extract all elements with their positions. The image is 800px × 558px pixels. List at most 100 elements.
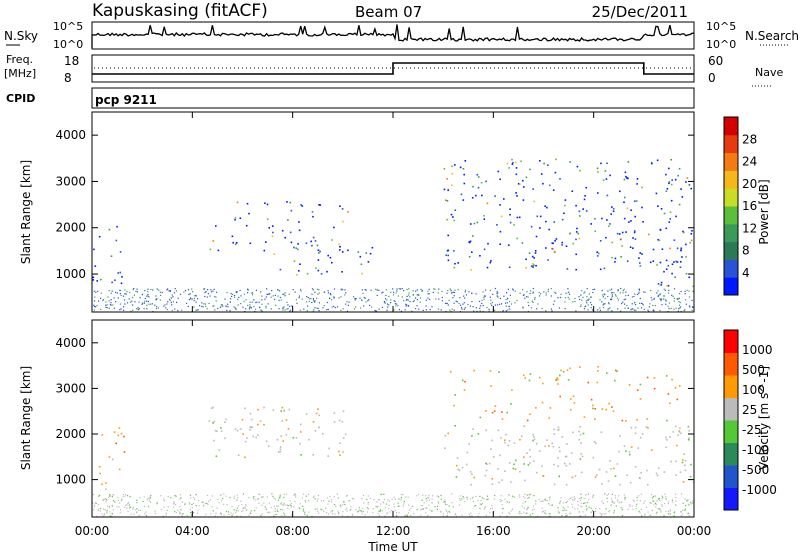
echo-pixel (433, 288, 435, 290)
echo-pixel (336, 306, 339, 308)
echo-pixel (242, 433, 244, 435)
echo-pixel (269, 511, 271, 513)
echo-pixel (243, 293, 246, 295)
echo-pixel (653, 504, 655, 506)
echo-pixel (426, 507, 428, 509)
echo-pixel (170, 301, 172, 304)
echo-pixel (535, 500, 537, 502)
echo-pixel (661, 498, 663, 500)
colorbar-segment (724, 375, 738, 398)
echo-pixel (234, 217, 237, 219)
echo-pixel (641, 253, 643, 255)
echo-pixel (396, 290, 398, 292)
echo-pixel (492, 293, 494, 295)
echo-pixel (277, 499, 280, 501)
echo-pixel (590, 307, 592, 309)
echo-pixel (565, 292, 567, 294)
echo-pixel (553, 428, 555, 431)
echo-pixel (523, 463, 525, 465)
echo-pixel (395, 514, 397, 516)
echo-pixel (184, 289, 187, 292)
echo-pixel (447, 259, 450, 262)
echo-pixel (245, 224, 248, 227)
echo-pixel (649, 501, 651, 504)
echo-pixel (580, 453, 582, 455)
echo-pixel (203, 289, 205, 291)
colorbar-tick-label: 24 (742, 155, 757, 169)
echo-pixel (575, 310, 577, 312)
echo-pixel (290, 505, 292, 507)
echo-pixel (273, 515, 275, 517)
echo-pixel (383, 499, 385, 501)
echo-pixel (486, 202, 489, 205)
echo-pixel (207, 293, 209, 295)
echo-pixel (669, 436, 671, 438)
echo-pixel (560, 497, 562, 499)
echo-pixel (464, 289, 467, 291)
echo-pixel (603, 267, 606, 270)
echo-pixel (392, 288, 394, 290)
echo-pixel (625, 231, 627, 233)
echo-pixel (431, 510, 433, 512)
colorbar-segment (724, 259, 738, 278)
echo-pixel (97, 509, 99, 511)
echo-pixel (528, 304, 530, 307)
echo-pixel (207, 289, 209, 291)
echo-pixel (260, 496, 263, 498)
echo-pixel (398, 512, 400, 514)
echo-pixel (251, 294, 254, 296)
echo-pixel (175, 290, 177, 292)
echo-pixel (568, 291, 570, 293)
echo-pixel (471, 251, 473, 253)
echo-pixel (673, 288, 676, 290)
echo-pixel (484, 506, 487, 508)
colorbar-tick-label: 16 (742, 199, 757, 213)
echo-pixel (243, 300, 245, 302)
echo-pixel (118, 427, 121, 429)
echo-pixel (453, 302, 455, 304)
echo-pixel (670, 158, 672, 161)
echo-pixel (247, 289, 249, 291)
echo-pixel (180, 509, 182, 511)
echo-pixel (386, 299, 388, 301)
echo-pixel (189, 508, 191, 511)
echo-pixel (580, 497, 582, 499)
echo-pixel (212, 406, 214, 409)
echo-pixel (428, 288, 430, 290)
echo-pixel (381, 510, 383, 512)
echo-pixel (561, 244, 563, 246)
echo-pixel (489, 511, 491, 514)
echo-pixel (613, 510, 615, 512)
echo-pixel (565, 484, 568, 486)
echo-pixel (591, 515, 593, 517)
echo-pixel (224, 421, 226, 423)
echo-pixel (479, 507, 481, 510)
echo-pixel (628, 451, 631, 453)
echo-pixel (582, 511, 584, 513)
echo-pixel (578, 430, 580, 433)
echo-pixel (129, 496, 131, 498)
echo-pixel (289, 500, 291, 502)
echo-pixel (193, 502, 195, 504)
echo-pixel (239, 289, 241, 291)
echo-pixel (620, 501, 622, 503)
echo-pixel (554, 171, 557, 174)
echo-pixel (231, 295, 233, 297)
echo-pixel (453, 295, 455, 297)
echo-pixel (369, 497, 371, 499)
echo-pixel (306, 310, 308, 312)
echo-pixel (566, 514, 568, 517)
echo-pixel (358, 509, 360, 511)
echo-pixel (626, 305, 628, 307)
echo-pixel (250, 418, 253, 421)
echo-pixel (123, 506, 125, 508)
echo-pixel (272, 225, 274, 227)
echo-pixel (605, 236, 607, 239)
echo-pixel (245, 308, 247, 310)
echo-pixel (638, 495, 640, 497)
echo-pixel (680, 290, 682, 293)
x-tick-label: 04:00 (175, 524, 210, 538)
echo-pixel (275, 304, 277, 306)
echo-pixel (670, 199, 673, 202)
echo-pixel (259, 420, 262, 422)
